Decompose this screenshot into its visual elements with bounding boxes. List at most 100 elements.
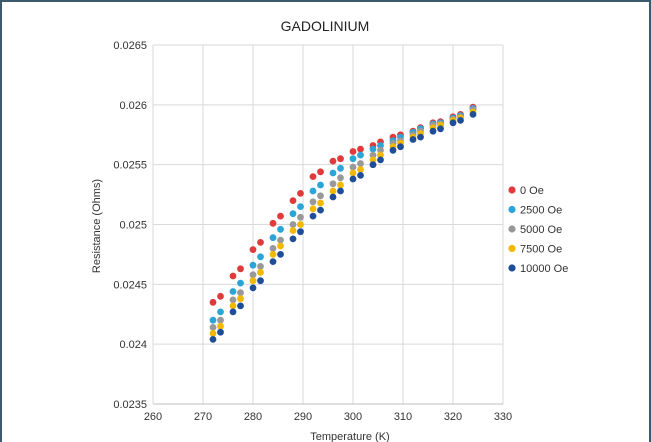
data-point (317, 206, 324, 214)
y-tick-label: 0.024 (119, 339, 147, 351)
data-point (329, 180, 337, 188)
y-tick-label: 0.0265 (113, 40, 147, 52)
data-point (309, 187, 317, 195)
data-point (357, 172, 364, 179)
data-point (277, 251, 284, 258)
data-point (437, 125, 444, 133)
data-point (349, 169, 357, 177)
data-point (277, 236, 284, 244)
data-point (377, 156, 384, 164)
legend-label: 10000 Oe (520, 263, 568, 275)
data-point (297, 213, 304, 221)
data-point (269, 245, 277, 252)
y-tick-label: 0.0235 (113, 399, 147, 411)
data-point (357, 160, 364, 167)
data-point (429, 127, 437, 135)
data-point (257, 277, 264, 285)
data-point (337, 164, 344, 172)
data-point (349, 163, 357, 171)
data-point (329, 169, 337, 177)
data-point (349, 148, 357, 155)
data-point (257, 239, 264, 246)
data-point (229, 288, 237, 295)
data-point (269, 219, 277, 227)
data-point (209, 324, 217, 331)
data-point (229, 296, 237, 304)
y-tick-label: 0.025 (119, 220, 147, 232)
data-point (237, 289, 244, 297)
data-point (309, 198, 317, 206)
legend-marker (508, 264, 516, 272)
legend: 0 Oe 2500 Oe 5000 Oe 7500 Oe 10000 Oe (508, 185, 568, 275)
data-point (217, 308, 224, 316)
data-point (369, 156, 377, 164)
y-tick-labels: 0.0235 0.024 0.0245 0.025 0.0255 0.026 0.0265 (113, 40, 147, 411)
legend-marker (508, 225, 516, 233)
data-point (209, 330, 217, 337)
legend-label: 7500 Oe (520, 244, 562, 256)
data-point (209, 316, 217, 324)
data-point (469, 111, 477, 118)
data-point (369, 161, 377, 169)
gridlines (152, 44, 504, 405)
legend-item: 10000 Oe (508, 263, 568, 275)
data-point (269, 258, 277, 265)
data-point (369, 151, 377, 159)
x-tick-label: 330 (494, 411, 512, 423)
data-point (289, 227, 297, 234)
data-point (409, 136, 417, 143)
y-tick-label: 0.026 (119, 100, 147, 112)
legend-item: 7500 Oe (508, 244, 562, 256)
data-point (337, 174, 344, 182)
x-tick-label: 300 (344, 411, 362, 423)
data-point (269, 251, 277, 258)
data-point (249, 261, 257, 269)
data-point (337, 155, 344, 163)
legend-item: 2500 Oe (508, 205, 562, 217)
data-point (317, 168, 324, 176)
data-point (357, 151, 364, 159)
data-points (209, 103, 477, 343)
data-point (289, 197, 297, 205)
x-tick-label: 280 (244, 411, 262, 423)
data-point (397, 143, 404, 151)
data-point (337, 181, 344, 189)
y-tick-label: 0.0245 (113, 279, 147, 291)
x-axis-label: Temperature (K) (310, 431, 389, 442)
data-point (249, 271, 257, 279)
data-point (209, 298, 217, 306)
data-point (377, 142, 384, 149)
data-point (249, 277, 257, 285)
data-point (337, 187, 344, 195)
data-point (249, 284, 257, 292)
data-point (417, 133, 424, 141)
data-point (289, 221, 297, 228)
x-tick-label: 270 (194, 411, 212, 423)
legend-label: 0 Oe (520, 185, 544, 197)
data-point (237, 265, 244, 273)
data-point (277, 242, 284, 250)
data-point (277, 212, 284, 220)
data-point (457, 117, 464, 124)
data-point (277, 225, 284, 233)
data-point (357, 166, 364, 173)
data-point (289, 210, 297, 218)
data-point (229, 308, 237, 316)
axes (152, 45, 503, 405)
chart-title: GADOLINIUM (281, 18, 370, 34)
data-point (309, 173, 317, 181)
data-point (309, 212, 317, 220)
legend-marker (508, 205, 516, 214)
data-point (289, 235, 297, 243)
legend-label: 5000 Oe (520, 224, 562, 236)
x-tick-label: 290 (294, 411, 312, 423)
data-point (237, 302, 244, 310)
x-tick-label: 260 (144, 411, 162, 423)
data-point (257, 263, 264, 270)
data-point (229, 272, 237, 280)
data-point (317, 181, 324, 189)
data-point (329, 187, 337, 195)
data-point (297, 203, 304, 211)
